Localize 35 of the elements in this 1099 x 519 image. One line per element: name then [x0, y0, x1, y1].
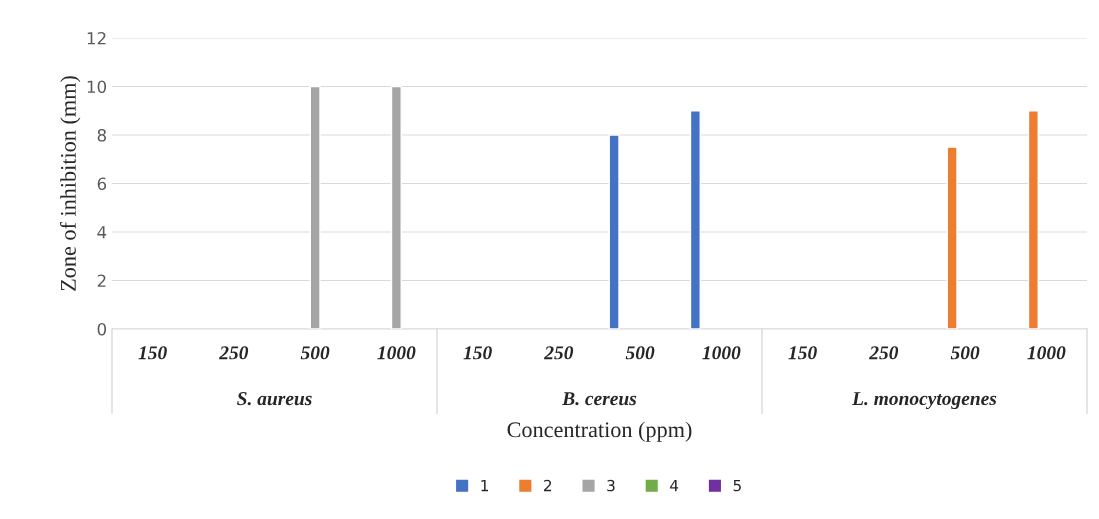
x-tick-label: 150 [788, 346, 817, 360]
x-tick-label: 250 [869, 346, 899, 360]
y-tick-label: 4 [97, 226, 107, 239]
legend-label: 2 [544, 479, 552, 492]
bar [946, 146, 958, 329]
x-tick-label: 250 [219, 346, 249, 360]
x-tick-label: 1000 [702, 346, 741, 360]
y-tick-label: 6 [97, 177, 107, 191]
legend-label: 3 [607, 479, 615, 492]
legend-label: 5 [733, 479, 741, 492]
x-tick-label: 250 [544, 346, 574, 360]
x-axis-title: Concentration (ppm) [507, 421, 692, 442]
bar [1027, 110, 1039, 329]
x-tick-label: 500 [950, 346, 980, 360]
x-tick-label: 150 [463, 346, 492, 360]
y-axis-title: Zone of inhibition (mm) [60, 76, 81, 291]
bar [309, 85, 321, 329]
y-tick-label: 2 [97, 274, 106, 287]
text: L. monocytogenes [851, 392, 997, 410]
x-tick-label: 1000 [1027, 346, 1066, 360]
y-tick-label: 12 [87, 31, 106, 45]
y-tick-label: 10 [87, 80, 107, 94]
bar [689, 110, 701, 329]
x-tick-label: 500 [300, 346, 330, 360]
y-tick-label: 0 [97, 322, 107, 336]
bar [608, 134, 620, 329]
x-tick-label: 1000 [377, 346, 416, 360]
legend-label: 1 [481, 479, 489, 492]
text: S. aureus [237, 392, 312, 406]
x-tick-label: 500 [625, 346, 655, 360]
text: B. cereus [562, 392, 637, 406]
bar [390, 85, 402, 329]
y-tick-label: 8 [97, 128, 106, 142]
x-tick-label: 150 [138, 346, 167, 360]
legend-label: 4 [670, 479, 679, 492]
